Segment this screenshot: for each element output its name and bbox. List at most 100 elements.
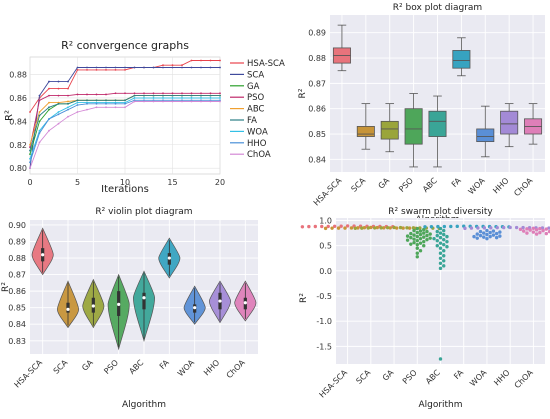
series-point	[190, 59, 193, 62]
legend-label: ChOA	[247, 150, 271, 160]
swarm-point	[472, 234, 476, 239]
swarm-point	[409, 235, 413, 240]
swarm-point	[435, 243, 439, 248]
series-point	[95, 93, 98, 96]
swarm-point	[422, 239, 426, 244]
x-tick-label: 10	[120, 178, 130, 187]
series-point	[219, 97, 221, 99]
box-plot-panel: 0.84 0.85 0.86 0.87 0.88 0.89 HSA-SCA SCA GA PSO A…	[298, 3, 545, 225]
series-point	[114, 106, 117, 109]
swarm-point	[475, 232, 479, 236]
y-axis-label: R²	[298, 88, 308, 98]
swarm-point	[379, 226, 383, 230]
series-point	[95, 106, 98, 109]
series-point	[67, 108, 69, 111]
series-point	[200, 92, 202, 95]
swarm-point	[405, 234, 410, 238]
x-tick-label: ChOA	[225, 358, 247, 380]
series-point	[181, 92, 183, 95]
series-point	[95, 102, 98, 105]
swarm-point	[415, 234, 419, 239]
x-tick-label: ABC	[424, 368, 442, 386]
swarm-point	[418, 226, 422, 230]
swarm-point	[418, 229, 423, 233]
series-point	[200, 66, 202, 69]
y-tick-label: 0.84	[308, 155, 326, 164]
series-point	[200, 94, 202, 97]
swarm-point	[435, 229, 439, 234]
series-point	[124, 92, 126, 95]
x-tick-label: SCA	[52, 358, 70, 376]
swarm-point	[495, 225, 499, 230]
swarm-point	[422, 243, 426, 248]
swarm-point	[415, 230, 419, 235]
y-tick-label: 0.88	[8, 254, 26, 263]
series-point	[152, 92, 155, 95]
swarm-point	[330, 226, 334, 230]
swarm-point	[538, 230, 542, 235]
series-point	[67, 102, 69, 105]
x-tick-label: HHO	[492, 368, 511, 387]
series-point	[105, 93, 107, 96]
violin-median	[167, 256, 171, 260]
y-tick-label: -1.0	[316, 317, 332, 326]
swarm-point	[415, 242, 419, 247]
swarm-point	[442, 254, 446, 258]
series-point	[86, 102, 88, 105]
swarm-point	[469, 226, 474, 230]
series-point	[67, 100, 69, 103]
series-point	[133, 92, 136, 95]
box-body	[476, 128, 495, 143]
swarm-point	[418, 236, 423, 241]
series-point	[190, 66, 193, 69]
swarm-point	[326, 224, 330, 229]
y-tick-label: 0.82	[9, 141, 27, 150]
x-tick-label: GA	[377, 176, 392, 191]
swarm-point	[518, 227, 523, 232]
series-point	[76, 101, 79, 104]
swarm-point	[478, 229, 483, 234]
swarm-point	[369, 225, 373, 230]
series-point	[105, 68, 107, 71]
x-tick-label: SCA	[349, 176, 367, 194]
swarm-point	[339, 224, 343, 228]
swarm-point	[534, 228, 539, 232]
series-point	[86, 66, 88, 69]
series-point	[219, 66, 221, 69]
series-point	[48, 101, 50, 104]
swarm-point	[415, 255, 419, 259]
swarm-point	[422, 231, 426, 235]
series-point	[219, 92, 221, 95]
series-point	[152, 66, 155, 69]
y-tick-label: 0.87	[308, 79, 326, 88]
x-tick-label: GA	[381, 368, 396, 383]
series-point	[162, 94, 164, 97]
series-point	[76, 104, 79, 106]
swarm-point	[343, 226, 347, 230]
swarm-point	[514, 225, 519, 230]
swarm-point	[463, 226, 467, 231]
swarm-point	[482, 235, 486, 239]
swarm-point	[455, 224, 459, 229]
swarm-point	[423, 225, 427, 229]
swarm-point	[485, 228, 489, 233]
swarm-point	[445, 244, 449, 249]
swarm-point	[442, 259, 446, 263]
swarm-point	[398, 225, 403, 230]
series-point	[133, 66, 136, 69]
y-tick-label: 0.88	[308, 54, 326, 63]
series-point	[86, 108, 88, 111]
series-point	[190, 92, 193, 95]
violin-median	[41, 253, 45, 257]
series-point	[38, 111, 41, 113]
legend-label: SCA	[247, 70, 264, 80]
series-point	[181, 66, 183, 69]
x-tick-label: SCA	[354, 368, 372, 386]
y-tick-label: 0.85	[308, 130, 326, 139]
box-body	[356, 126, 375, 137]
series-point	[38, 114, 41, 117]
series-point	[57, 102, 60, 105]
swarm-point	[412, 228, 416, 233]
swarm-point	[336, 226, 341, 230]
legend-label: GA	[247, 82, 260, 92]
